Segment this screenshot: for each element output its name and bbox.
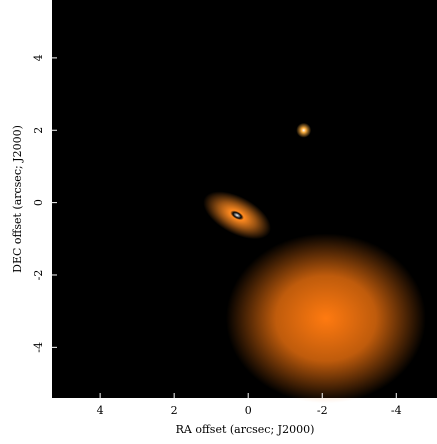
source [296,123,311,138]
y-tick-label: 2 [32,127,45,134]
x-axis-label: RA offset (arcsec; J2000) [176,423,315,436]
chart: 4 2 0 -2 -4 -4 -2 0 2 4 RA offset (arcsec; J2000)… [0,0,437,440]
x-tick-label: 4 [97,404,104,417]
x-tick-label: 0 [245,404,252,417]
page: {"chart_data": { "type": "image", "xlabe… [0,0,437,440]
y-tick-label: 0 [32,199,45,206]
y-tick-label: 4 [32,54,45,61]
y-tick-label: -2 [32,270,45,281]
y-axis-label: DEC offset (arcsec; J2000) [11,125,24,273]
x-tick-label: -2 [317,404,328,417]
x-tick-label: -4 [391,404,402,417]
source [226,233,426,403]
x-tick-label: 2 [171,404,178,417]
y-tick-label: -4 [32,342,45,353]
